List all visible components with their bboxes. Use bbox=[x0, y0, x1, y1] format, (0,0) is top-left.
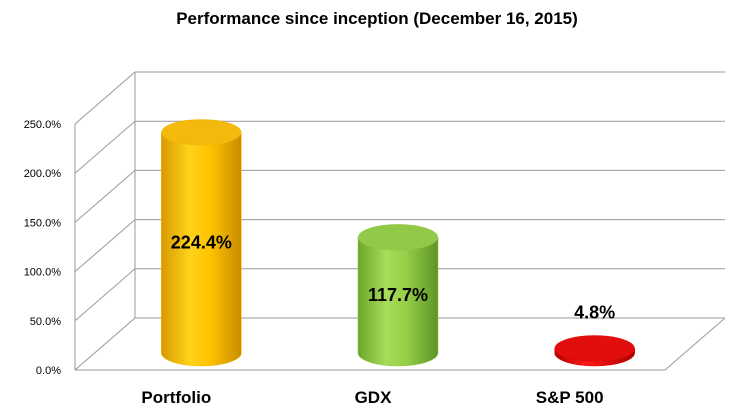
y-tick-label: 100.0% bbox=[24, 267, 62, 279]
gridline-wall bbox=[74, 71, 136, 125]
y-axis-tick-labels: 0.0% 50.0% 100.0% 150.0% 200.0% 250.0% bbox=[24, 119, 62, 377]
bar-gdx bbox=[357, 224, 439, 367]
gridline-wall bbox=[74, 317, 136, 371]
y-tick-label: 50.0% bbox=[30, 316, 61, 328]
bar-top bbox=[358, 224, 438, 251]
data-label: 117.7% bbox=[368, 285, 428, 305]
data-labels: 224.4% 117.7% 4.8% bbox=[171, 233, 615, 323]
x-category-label: GDX bbox=[355, 388, 393, 407]
data-label: 224.4% bbox=[171, 233, 232, 253]
gridline-wall bbox=[74, 268, 136, 322]
y-tick-label: 150.0% bbox=[24, 217, 62, 229]
gridline-wall bbox=[74, 219, 136, 272]
bar-top bbox=[554, 335, 635, 362]
floor-right-edge bbox=[664, 317, 726, 371]
gridline-wall bbox=[74, 120, 136, 174]
y-tick-label: 200.0% bbox=[24, 168, 62, 180]
data-label: 4.8% bbox=[574, 302, 615, 322]
x-category-label: Portfolio bbox=[141, 388, 211, 407]
bars bbox=[161, 119, 635, 367]
bar-body bbox=[554, 348, 635, 367]
y-tick-label: 250.0% bbox=[24, 119, 62, 131]
bar-s-p-500 bbox=[554, 335, 635, 367]
bar-portfolio bbox=[161, 119, 242, 367]
x-category-label: S&P 500 bbox=[536, 388, 604, 407]
gridline-wall bbox=[74, 170, 136, 223]
bar-top bbox=[161, 119, 242, 146]
chart-title: Performance since inception (December 16… bbox=[176, 9, 578, 28]
x-axis-category-labels: Portfolio GDX S&P 500 bbox=[141, 388, 603, 407]
y-tick-label: 0.0% bbox=[36, 365, 61, 377]
